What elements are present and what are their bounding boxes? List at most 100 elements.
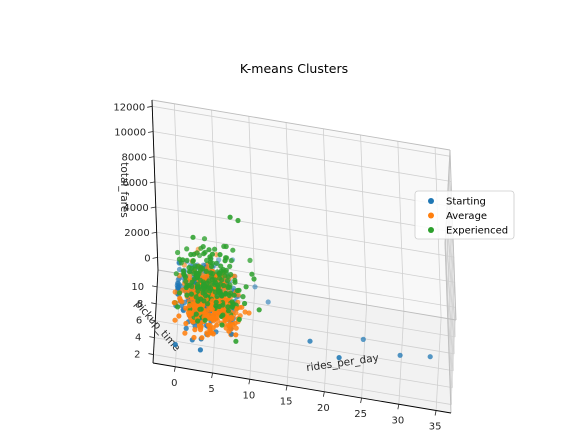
point-experienced: [218, 263, 224, 269]
point-starting: [336, 355, 342, 361]
point-starting: [174, 282, 180, 288]
point-experienced: [184, 292, 190, 298]
x-tick-mark: [248, 379, 251, 385]
point-experienced: [225, 308, 232, 314]
grid-line-x-floor: [249, 286, 256, 380]
grid-line-x-floor: [361, 304, 367, 399]
point-experienced: [219, 277, 225, 283]
point-experienced: [249, 271, 255, 277]
point-average: [246, 310, 252, 316]
point-experienced: [207, 259, 213, 265]
point-experienced: [230, 247, 236, 253]
point-average: [192, 327, 198, 333]
point-experienced: [214, 293, 220, 299]
point-experienced: [186, 282, 192, 288]
point-experienced: [184, 246, 190, 252]
point-experienced: [247, 257, 253, 263]
point-starting: [427, 354, 433, 360]
y-tick-label: 2: [134, 350, 140, 361]
point-experienced: [235, 217, 241, 224]
point-average: [182, 330, 188, 336]
point-average: [199, 302, 205, 308]
point-experienced: [222, 258, 228, 264]
point-experienced: [227, 284, 233, 290]
point-experienced: [224, 278, 231, 284]
point-experienced: [225, 304, 231, 310]
point-experienced: [236, 287, 242, 293]
point-average: [172, 289, 178, 295]
point-starting: [397, 352, 403, 358]
point-starting: [172, 341, 178, 348]
x-tick-mark: [173, 366, 176, 372]
point-experienced: [180, 257, 186, 263]
point-starting: [252, 284, 258, 290]
point-experienced: [197, 306, 203, 312]
point-experienced: [208, 285, 214, 291]
y-axis-line: [152, 269, 159, 364]
z-tick-mark: [150, 206, 156, 209]
z-tick-mark: [148, 156, 155, 159]
point-average: [202, 274, 208, 280]
z-tick-mark: [151, 231, 157, 234]
y-tick-mark: [149, 336, 155, 339]
point-experienced: [208, 263, 215, 269]
point-average: [176, 313, 182, 319]
grid-line-x-back: [248, 116, 256, 287]
point-starting: [176, 266, 183, 273]
point-experienced: [190, 234, 196, 240]
point-experienced: [191, 251, 197, 257]
grid-line-z-back: [155, 206, 454, 258]
point-experienced: [219, 293, 225, 299]
point-average: [199, 335, 205, 341]
point-average: [222, 317, 228, 323]
x-tick-label: 15: [280, 397, 293, 408]
x-tick-label: 20: [317, 403, 330, 414]
point-average: [171, 300, 177, 306]
grid-line-z-right: [447, 231, 454, 325]
point-experienced: [217, 270, 223, 276]
grid-line-z-right: [450, 307, 456, 401]
grid-line-x-floor: [435, 317, 442, 411]
point-experienced: [197, 267, 203, 273]
point-experienced: [206, 247, 212, 253]
grid-line-z-right: [449, 282, 456, 376]
legend-marker: [428, 227, 434, 233]
point-average: [213, 315, 219, 321]
point-average: [186, 312, 192, 318]
z-tick-mark: [147, 105, 153, 108]
x-tick-mark: [322, 391, 325, 397]
y-tick-mark: [150, 319, 156, 322]
point-average: [214, 310, 220, 316]
point-experienced: [200, 244, 206, 250]
z-axis-label: total_fares: [118, 162, 130, 217]
x-tick-mark: [211, 372, 213, 379]
point-experienced: [203, 293, 209, 299]
y-tick-label: 6: [136, 316, 142, 327]
legend-box: [414, 190, 515, 240]
point-experienced: [240, 294, 246, 300]
point-experienced: [183, 278, 189, 284]
point-experienced: [202, 317, 208, 323]
point-starting: [179, 302, 185, 309]
grid-line-x-floor: [323, 298, 330, 392]
grid-line-y-floor: [153, 354, 452, 405]
y-tick-mark: [151, 302, 157, 305]
point-average: [207, 330, 214, 336]
point-experienced: [175, 304, 181, 310]
x-axis-line: [152, 362, 452, 414]
x-tick-label: 30: [392, 415, 405, 426]
grid-line-z-back: [153, 156, 453, 208]
grid-line-x-floor: [398, 311, 405, 405]
point-average: [191, 334, 197, 341]
grid-line-x-back: [211, 109, 218, 281]
y-tick-label: 10: [131, 282, 144, 293]
point-average: [213, 252, 219, 258]
grid-line-y-floor: [154, 337, 453, 389]
legend-label: Experienced: [446, 226, 508, 237]
grid-line-z-right: [448, 257, 455, 351]
point-experienced: [193, 311, 199, 317]
point-starting: [360, 336, 366, 342]
point-experienced: [217, 252, 223, 258]
point-experienced: [216, 289, 222, 295]
